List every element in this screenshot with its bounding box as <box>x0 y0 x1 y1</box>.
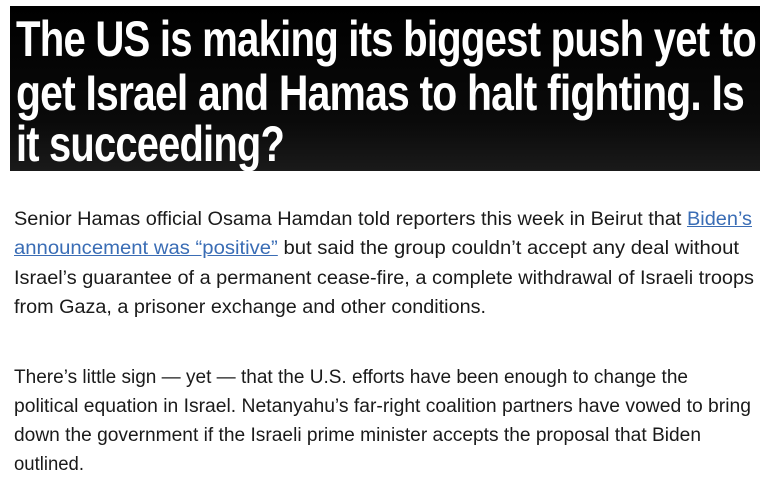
bidens-announcement-link[interactable]: Biden’s <box>686 209 752 230</box>
paragraph-1-line-1: Senior Hamas official Osama Hamdan told … <box>14 208 752 232</box>
paragraph-1-line-2: announcement was “positive” but said the… <box>14 237 739 261</box>
headline-line-3: it succeeding? <box>16 116 285 172</box>
headline-banner: The US is making its biggest push yet to… <box>10 6 760 171</box>
paragraph-2-line-4: outlined. <box>14 454 84 475</box>
headline-line-1: The US is making its biggest push yet to <box>16 11 757 67</box>
text: Senior Hamas official Osama Hamdan told … <box>14 209 687 230</box>
paragraph-1-line-4: from Gaza, a prisoner exchange and other… <box>14 297 486 318</box>
paragraph-2-line-2: political equation in Israel. Netanyahu’… <box>14 396 751 417</box>
paragraph-1-line-3: Israel’s guarantee of a permanent cease-… <box>14 268 754 289</box>
headline-line-2: get Israel and Hamas to halt fighting. I… <box>16 65 745 121</box>
bidens-announcement-link[interactable]: announcement was “positive” <box>14 238 278 259</box>
text: but said the group couldn’t accept any d… <box>277 238 739 259</box>
paragraph-2-line-1: There’s little sign — yet — that the U.S… <box>14 367 688 388</box>
paragraph-2-line-3: down the government if the Israeli prime… <box>14 425 701 446</box>
